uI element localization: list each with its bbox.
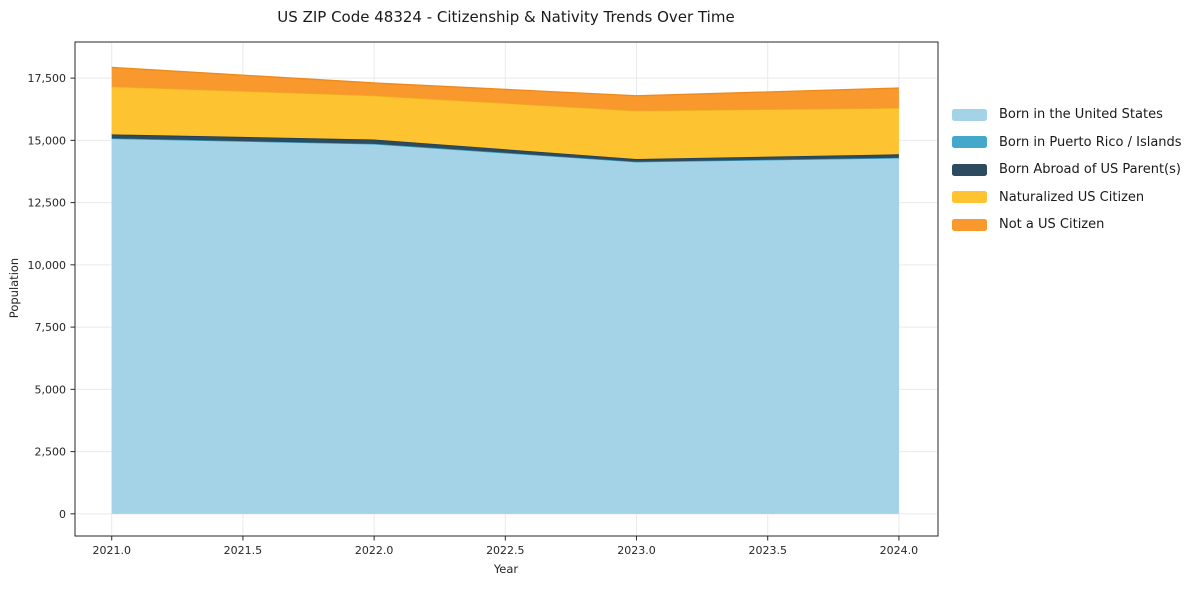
y-tick-label: 10,000 [28, 259, 67, 272]
y-tick-label: 15,000 [28, 134, 67, 147]
y-tick-label: 0 [59, 508, 66, 521]
y-axis-label: Population [7, 257, 21, 319]
legend-swatch-naturalized-us-citizen [952, 191, 987, 204]
legend-swatch-born-in-puerto-rico-islands [952, 136, 987, 149]
y-tick-label: 12,500 [28, 197, 67, 210]
area-not-a-us-citizen [111, 67, 899, 111]
legend-swatch-born-in-the-united-states [952, 108, 987, 121]
legend-swatch-not-a-us-citizen [952, 218, 987, 231]
area-naturalized-us-citizen [111, 86, 899, 160]
legend-item-born-abroad-of-us-parent-s: Born Abroad of US Parent(s) [952, 156, 1182, 184]
legend-item-born-in-the-united-states: Born in the United States [952, 101, 1182, 129]
x-tick-label: 2021.0 [92, 544, 131, 557]
legend-item-born-in-puerto-rico-islands: Born in Puerto Rico / Islands [952, 129, 1182, 157]
area-born-abroad-of-us-parent-s [111, 134, 899, 162]
legend-label: Born in the United States [999, 107, 1163, 123]
x-tick-label: 2022.5 [486, 544, 525, 557]
chart-title: US ZIP Code 48324 - Citizenship & Nativi… [277, 8, 735, 26]
y-axis-ticks: 0 2,500 5,000 7,500 10,000 12,500 15,000 17,500 [28, 72, 75, 521]
legend-item-not-a-us-citizen: Not a US Citizen [952, 211, 1182, 239]
x-tick-label: 2023.5 [748, 544, 787, 557]
x-tick-label: 2023.0 [617, 544, 656, 557]
legend-label: Born in Puerto Rico / Islands [999, 134, 1182, 150]
y-tick-label: 5,000 [35, 383, 67, 396]
y-tick-label: 2,500 [35, 446, 67, 459]
legend-label: Naturalized US Citizen [999, 189, 1145, 205]
area-born-in-the-united-states [111, 138, 899, 514]
legend-item-naturalized-us-citizen: Naturalized US Citizen [952, 184, 1182, 212]
y-tick-label: 17,500 [28, 72, 67, 85]
plot-border [74, 41, 939, 537]
x-axis-ticks: 2021.0 2021.5 2022.0 2022.5 2023.0 2023.5 2024… [92, 536, 918, 557]
y-tick-label: 7,500 [35, 321, 67, 334]
legend: Born in the United States Born in Puerto … [952, 101, 1182, 239]
legend-label: Not a US Citizen [999, 217, 1105, 233]
legend-label: Born Abroad of US Parent(s) [999, 162, 1181, 178]
x-axis-label: Year [493, 562, 519, 576]
x-tick-label: 2022.0 [355, 544, 394, 557]
area-edge-not-a-us-citizen [111, 66, 899, 97]
x-tick-label: 2024.0 [880, 544, 919, 557]
legend-swatch-born-abroad-of-us-parent-s [952, 163, 987, 176]
x-tick-label: 2021.5 [224, 544, 263, 557]
